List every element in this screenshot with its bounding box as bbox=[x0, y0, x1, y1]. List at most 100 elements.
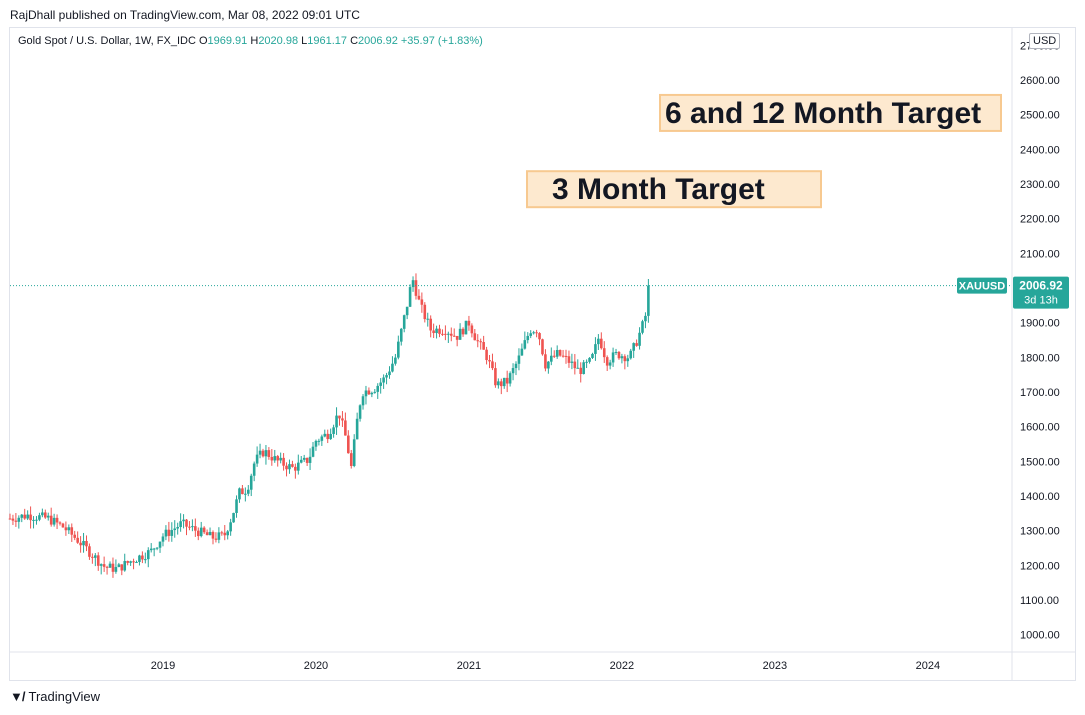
candle-body bbox=[561, 355, 565, 357]
time-axis[interactable]: 2019 2020 2021 2022 2023 2024 bbox=[151, 660, 940, 672]
y-tick-label: 2600.00 bbox=[1020, 75, 1060, 87]
candle-body bbox=[70, 527, 74, 535]
candle-body bbox=[541, 339, 544, 355]
candle-body bbox=[258, 450, 262, 455]
y-tick-label: 2200.00 bbox=[1020, 214, 1060, 226]
candle-body bbox=[55, 517, 59, 523]
candle-body bbox=[152, 548, 156, 550]
candle-body bbox=[79, 542, 82, 546]
candle-body bbox=[497, 381, 500, 386]
y-tick-label: 1300.00 bbox=[1020, 526, 1060, 538]
chart-frame[interactable] bbox=[9, 27, 1076, 681]
candle-body bbox=[385, 375, 388, 378]
candlestick-series bbox=[8, 273, 650, 578]
price-axis[interactable]: 1000.00 1100.00 1200.00 1300.00 1400.00 1500.… bbox=[1020, 40, 1060, 641]
candle-body bbox=[164, 529, 168, 537]
candle-body bbox=[517, 355, 521, 364]
candle-body bbox=[373, 391, 377, 393]
candle-body bbox=[532, 332, 535, 334]
candle-body bbox=[105, 566, 109, 568]
legend-change: +35.97 (+1.83%) bbox=[400, 35, 483, 47]
candle-body bbox=[482, 341, 485, 350]
candle-body bbox=[429, 318, 432, 331]
candle-body bbox=[58, 522, 62, 524]
x-tick-label: 2019 bbox=[151, 660, 175, 672]
candle-body bbox=[626, 358, 630, 362]
y-tick-label: 1100.00 bbox=[1020, 595, 1059, 607]
candle-body bbox=[338, 415, 341, 419]
candle-body bbox=[223, 532, 227, 536]
candle-body bbox=[20, 514, 24, 518]
candle-body bbox=[349, 453, 353, 466]
candle-body bbox=[379, 382, 382, 386]
candle-body bbox=[102, 564, 106, 567]
candle-body bbox=[176, 527, 179, 529]
candle-body bbox=[552, 355, 556, 357]
candle-body bbox=[94, 555, 97, 558]
candle-body bbox=[558, 350, 562, 356]
legend-open: 1969.91 bbox=[207, 35, 248, 47]
x-tick-label: 2023 bbox=[763, 660, 787, 672]
candle-body bbox=[441, 333, 444, 335]
candle-body bbox=[85, 540, 88, 547]
candle-body bbox=[602, 348, 606, 358]
candle-body bbox=[144, 559, 147, 561]
candle-body bbox=[426, 318, 430, 320]
candle-body bbox=[291, 464, 294, 467]
candle-body bbox=[620, 356, 624, 359]
candle-body bbox=[452, 335, 456, 337]
candle-body bbox=[570, 361, 574, 363]
candle-body bbox=[494, 368, 497, 386]
y-tick-label: 1400.00 bbox=[1020, 491, 1060, 503]
candle-body bbox=[264, 450, 268, 457]
candle-body bbox=[61, 523, 65, 528]
chart-legend: Gold Spot / U.S. Dollar, 1W, FX_IDC O196… bbox=[18, 35, 483, 47]
target-label: 3 Month Target bbox=[552, 173, 765, 206]
candle-body bbox=[73, 534, 77, 538]
candle-body bbox=[149, 548, 153, 551]
candle-body bbox=[32, 519, 35, 521]
candle-body bbox=[14, 520, 18, 522]
candle-body bbox=[617, 351, 621, 359]
candle-body bbox=[297, 462, 300, 471]
candle-body bbox=[111, 563, 115, 572]
candle-body bbox=[423, 304, 427, 320]
legend-symbol: Gold Spot / U.S. Dollar, 1W, FX_IDC bbox=[18, 35, 196, 47]
legend-open-label: O bbox=[198, 35, 208, 47]
candle-body bbox=[635, 343, 638, 346]
candle-body bbox=[170, 530, 174, 536]
candle-body bbox=[326, 433, 330, 440]
target-box bbox=[526, 170, 822, 209]
candle-body bbox=[435, 328, 438, 334]
candle-body bbox=[88, 546, 91, 557]
candle-body bbox=[467, 320, 471, 326]
candle-body bbox=[255, 454, 259, 464]
candle-body bbox=[332, 427, 335, 434]
candle-body bbox=[114, 566, 118, 572]
current-price-marker: XAUUSD 2006.92 3d 13h bbox=[10, 276, 1069, 309]
target-label: 6 and 12 Month Target bbox=[665, 97, 981, 130]
candle-body bbox=[64, 527, 68, 531]
candle-body bbox=[417, 295, 421, 300]
candle-body bbox=[82, 540, 85, 546]
y-tick-label: 2500.00 bbox=[1020, 110, 1060, 122]
candle-body bbox=[173, 528, 177, 531]
countdown-label: 3d 13h bbox=[1024, 295, 1058, 307]
annotation-layer[interactable]: 3 Month Target 6 and 12 Month Target bbox=[526, 93, 1002, 209]
legend-high-label: H bbox=[250, 35, 259, 47]
candle-body bbox=[311, 446, 315, 457]
candle-body bbox=[214, 538, 218, 540]
candle-body bbox=[185, 519, 188, 527]
currency-badge[interactable]: USD bbox=[1029, 33, 1061, 49]
y-tick-label: 1600.00 bbox=[1020, 422, 1060, 434]
candle-body bbox=[473, 333, 477, 341]
candle-body bbox=[399, 328, 403, 342]
candle-body bbox=[188, 526, 191, 528]
candle-body bbox=[132, 561, 135, 563]
candle-body bbox=[438, 328, 441, 334]
candle-body bbox=[470, 325, 474, 334]
candle-body bbox=[476, 340, 480, 342]
candle-body bbox=[402, 315, 406, 329]
candle-body bbox=[161, 536, 165, 542]
